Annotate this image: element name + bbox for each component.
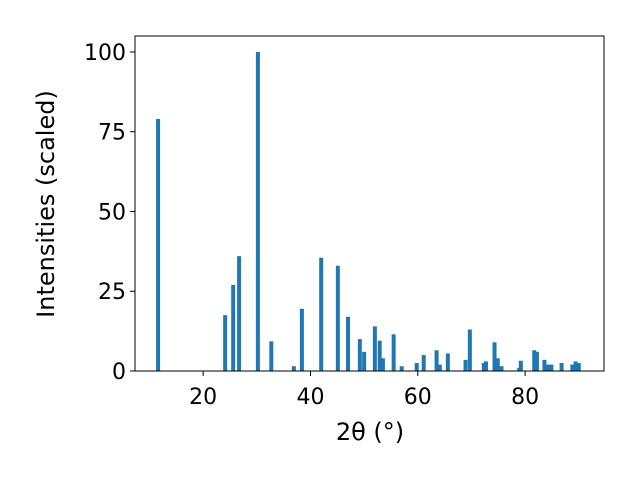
y-tick-label: 75 xyxy=(98,121,126,146)
bar xyxy=(559,363,564,371)
bar xyxy=(545,364,550,371)
y-axis-label: Intensities (scaled) xyxy=(32,90,60,318)
bar xyxy=(319,257,324,371)
bar xyxy=(269,341,274,371)
bar xyxy=(573,361,578,371)
bar xyxy=(255,51,260,371)
x-tick-label: 80 xyxy=(511,385,539,410)
bar xyxy=(346,316,351,371)
plot-frame xyxy=(134,35,605,372)
bar xyxy=(399,366,404,371)
y-tick-label: 50 xyxy=(98,200,126,225)
bar xyxy=(518,360,523,371)
bar xyxy=(549,364,554,371)
bar xyxy=(414,363,419,371)
bar xyxy=(542,359,547,371)
bar xyxy=(534,351,539,371)
bar xyxy=(231,284,236,371)
bar xyxy=(499,366,504,371)
bar xyxy=(570,364,575,371)
bar xyxy=(492,342,497,371)
x-tick-label: 20 xyxy=(189,385,217,410)
bar xyxy=(372,326,377,371)
bar xyxy=(437,364,442,371)
bar xyxy=(380,358,385,371)
bar xyxy=(421,355,426,371)
bar xyxy=(377,340,382,371)
bar xyxy=(156,118,161,371)
bar xyxy=(532,350,537,371)
bar xyxy=(463,359,468,371)
bar xyxy=(362,351,367,371)
bar xyxy=(483,361,488,371)
bar xyxy=(467,329,472,371)
y-tick-label: 100 xyxy=(84,41,126,66)
x-tick-label: 40 xyxy=(296,385,324,410)
bar xyxy=(357,339,362,371)
y-tick-label: 25 xyxy=(98,280,126,305)
bar xyxy=(237,256,242,371)
bar xyxy=(576,363,581,371)
bar xyxy=(223,315,228,371)
bar xyxy=(391,334,396,371)
bar xyxy=(481,363,486,371)
bar xyxy=(495,358,500,371)
bar xyxy=(299,308,304,371)
bar xyxy=(434,350,439,371)
bar xyxy=(291,366,296,371)
x-tick-label: 60 xyxy=(404,385,432,410)
bar xyxy=(445,353,450,371)
bar xyxy=(335,265,340,371)
x-axis-label: 2θ (°) xyxy=(336,418,404,446)
y-tick-label: 0 xyxy=(112,360,126,385)
